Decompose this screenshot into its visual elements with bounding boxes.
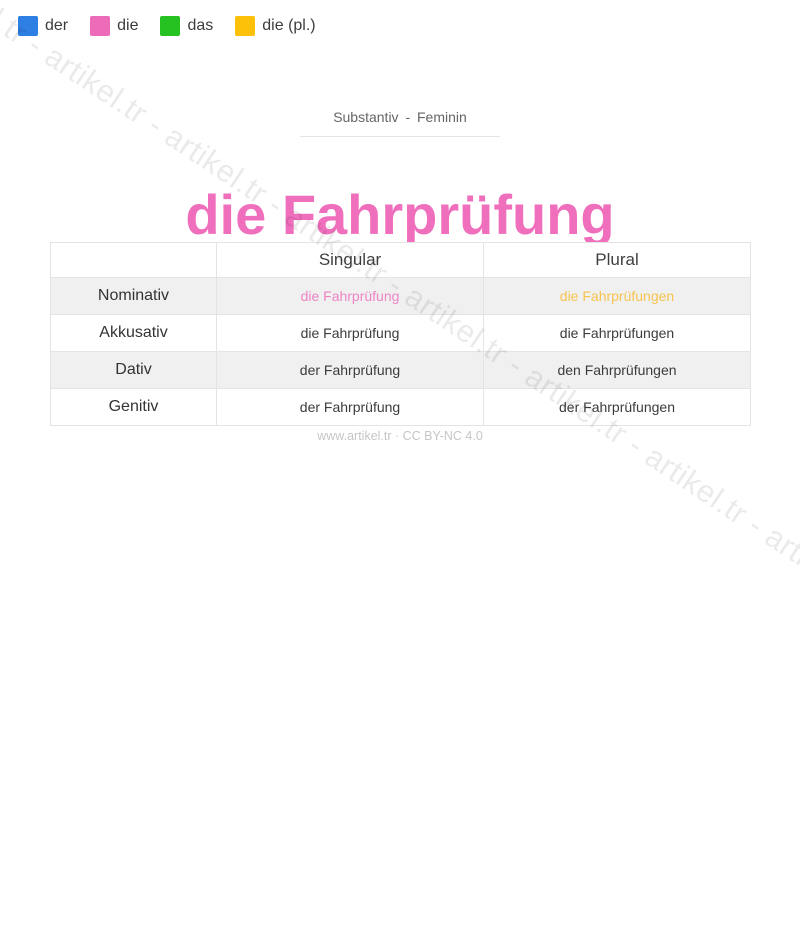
dativ-singular-value: der Fahrprüfung xyxy=(216,351,484,389)
legend-item-die: die xyxy=(90,16,138,36)
case-label: Akkusativ xyxy=(50,314,217,352)
table-row-genitiv: Genitiv der Fahrprüfung der Fahrprüfunge… xyxy=(50,388,751,426)
legend-item-das: das xyxy=(160,16,213,36)
das-color-swatch xyxy=(160,16,181,36)
table-header-row: Singular Plural xyxy=(50,242,751,278)
plural-column-header: Plural xyxy=(483,242,751,278)
genitiv-plural-value: der Fahrprüfungen xyxy=(483,388,751,426)
category-divider-line xyxy=(300,136,500,137)
case-label: Genitiv xyxy=(50,388,217,426)
akkusativ-plural-value: die Fahrprüfungen xyxy=(483,314,751,352)
dativ-plural-value: den Fahrprüfungen xyxy=(483,351,751,389)
site-credit: www.artikel.tr · CC BY-NC 4.0 xyxy=(317,429,483,443)
table-row-akkusativ: Akkusativ die Fahrprüfung die Fahrprüfun… xyxy=(50,314,751,352)
legend-label-der: der xyxy=(45,17,69,34)
legend-label-die: die xyxy=(117,17,139,34)
declension-table: Singular Plural Nominativ die Fahrprüfun… xyxy=(50,242,751,426)
table-row-nominativ: Nominativ die Fahrprüfung die Fahrprüfun… xyxy=(50,277,751,315)
page-title: die Fahrprüfung xyxy=(185,182,615,246)
singular-column-header: Singular xyxy=(216,242,484,278)
case-label: Dativ xyxy=(50,351,217,389)
table-row-dativ: Dativ der Fahrprüfung den Fahrprüfungen xyxy=(50,351,751,389)
legend-item-der: der xyxy=(18,16,68,36)
genitiv-singular-value: der Fahrprüfung xyxy=(216,388,484,426)
legend-label-das: das xyxy=(187,17,214,34)
case-label: Nominativ xyxy=(50,277,217,315)
die-color-swatch xyxy=(90,16,111,36)
nominativ-plural-value: die Fahrprüfungen xyxy=(483,277,751,315)
die-plural-color-swatch xyxy=(235,16,256,36)
noun-category-label: Substantiv - Feminin xyxy=(333,109,467,125)
article-color-legend: der die das die (pl.) xyxy=(18,16,316,36)
legend-item-die-plural: die (pl.) xyxy=(235,16,316,36)
legend-label-die-plural: die (pl.) xyxy=(262,17,316,34)
der-color-swatch xyxy=(18,16,38,36)
akkusativ-singular-value: die Fahrprüfung xyxy=(216,314,484,352)
case-column-header xyxy=(50,242,217,278)
nominativ-singular-value: die Fahrprüfung xyxy=(216,277,484,315)
